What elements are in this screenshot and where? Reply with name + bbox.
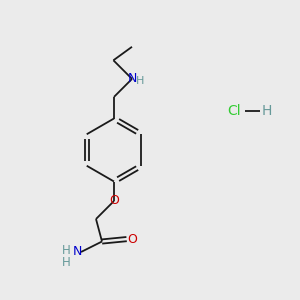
Text: H: H (136, 76, 145, 86)
Text: Cl: Cl (227, 104, 241, 118)
Text: H: H (61, 244, 70, 257)
Text: N: N (127, 72, 137, 86)
Text: O: O (109, 194, 119, 208)
Text: H: H (262, 104, 272, 118)
Text: H: H (61, 256, 70, 269)
Text: N: N (73, 245, 82, 258)
Text: O: O (128, 232, 137, 246)
